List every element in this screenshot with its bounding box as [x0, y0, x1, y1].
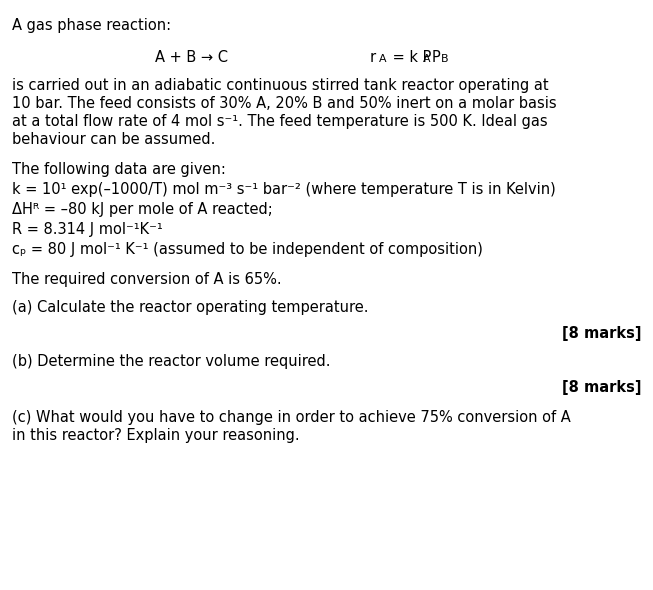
Text: 10 bar. The feed consists of 30% A, 20% B and 50% inert on a molar basis: 10 bar. The feed consists of 30% A, 20% …	[12, 96, 556, 111]
Text: A gas phase reaction:: A gas phase reaction:	[12, 18, 171, 33]
Text: B: B	[441, 54, 449, 64]
Text: A: A	[379, 54, 387, 64]
Text: = k P: = k P	[388, 50, 432, 65]
Text: P: P	[432, 50, 441, 65]
Text: behaviour can be assumed.: behaviour can be assumed.	[12, 132, 215, 147]
Text: The following data are given:: The following data are given:	[12, 162, 226, 177]
Text: (c) What would you have to change in order to achieve 75% conversion of A: (c) What would you have to change in ord…	[12, 410, 571, 425]
Text: at a total flow rate of 4 mol s⁻¹. The feed temperature is 500 K. Ideal gas: at a total flow rate of 4 mol s⁻¹. The f…	[12, 114, 548, 129]
Text: cₚ = 80 J mol⁻¹ K⁻¹ (assumed to be independent of composition): cₚ = 80 J mol⁻¹ K⁻¹ (assumed to be indep…	[12, 242, 483, 257]
Text: The required conversion of A is 65%.: The required conversion of A is 65%.	[12, 272, 281, 287]
Text: r: r	[370, 50, 376, 65]
Text: A + B → C: A + B → C	[155, 50, 228, 65]
Text: is carried out in an adiabatic continuous stirred tank reactor operating at: is carried out in an adiabatic continuou…	[12, 78, 549, 93]
Text: k = 10¹ exp(–1000/T) mol m⁻³ s⁻¹ bar⁻² (where temperature T is in Kelvin): k = 10¹ exp(–1000/T) mol m⁻³ s⁻¹ bar⁻² (…	[12, 182, 556, 197]
Text: R = 8.314 J mol⁻¹K⁻¹: R = 8.314 J mol⁻¹K⁻¹	[12, 222, 163, 237]
Text: A: A	[423, 54, 430, 64]
Text: (a) Calculate the reactor operating temperature.: (a) Calculate the reactor operating temp…	[12, 300, 368, 315]
Text: [8 marks]: [8 marks]	[562, 380, 641, 395]
Text: [8 marks]: [8 marks]	[562, 326, 641, 341]
Text: (b) Determine the reactor volume required.: (b) Determine the reactor volume require…	[12, 354, 330, 369]
Text: in this reactor? Explain your reasoning.: in this reactor? Explain your reasoning.	[12, 428, 300, 443]
Text: ΔHᴿ = –80 kJ per mole of A reacted;: ΔHᴿ = –80 kJ per mole of A reacted;	[12, 202, 273, 217]
